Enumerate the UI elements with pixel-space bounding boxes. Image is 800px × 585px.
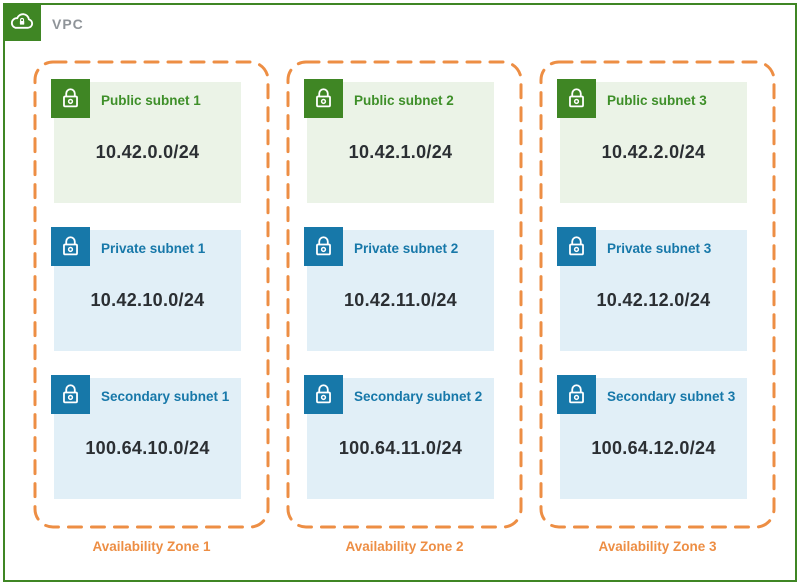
subnet-card-secondary-2: Secondary subnet 2 100.64.11.0/24	[304, 375, 494, 499]
subnet-cidr: 100.64.11.0/24	[338, 438, 463, 458]
subnet-title: Private subnet 2	[354, 241, 459, 256]
padlock-icon	[304, 227, 343, 266]
dashed-border	[33, 60, 270, 529]
subnet-cidr: 10.42.12.0/24	[596, 290, 711, 310]
padlock-icon	[51, 227, 90, 266]
subnet-card-public-1: Public subnet 1 10.42.0.0/24	[51, 79, 241, 203]
padlock-icon	[557, 375, 596, 414]
availability-zone-3-box: Public subnet 3 10.42.2.0/24 Private sub…	[539, 60, 776, 529]
padlock-icon	[304, 375, 343, 414]
subnet-card-private-1: Private subnet 1 10.42.10.0/24	[51, 227, 241, 351]
subnet-card-secondary-1: Secondary subnet 1 100.64.10.0/24	[51, 375, 241, 499]
availability-zone-1: Public subnet 1 10.42.0.0/24 Private sub…	[33, 60, 270, 554]
subnet-card-private-2: Private subnet 2 10.42.11.0/24	[304, 227, 494, 351]
subnet-card-public-2: Public subnet 2 10.42.1.0/24	[304, 79, 494, 203]
availability-zone-2-label: Availability Zone 2	[345, 539, 464, 554]
availability-zone-3-label: Availability Zone 3	[598, 539, 717, 554]
subnet-title: Secondary subnet 2	[354, 389, 483, 404]
vpc-cloud-lock-icon	[10, 13, 34, 29]
subnet-cidr: 10.42.11.0/24	[343, 290, 457, 310]
availability-zone-2: Public subnet 2 10.42.1.0/24 Private sub…	[286, 60, 523, 554]
padlock-icon	[557, 227, 596, 266]
padlock-icon	[304, 79, 343, 118]
subnet-title: Secondary subnet 3	[607, 389, 736, 404]
subnet-title: Private subnet 1	[101, 241, 206, 256]
padlock-icon	[557, 79, 596, 118]
subnet-cidr: 10.42.0.0/24	[95, 142, 200, 162]
vpc-icon	[3, 3, 41, 41]
subnet-title: Secondary subnet 1	[101, 389, 230, 404]
availability-zone-2-box: Public subnet 2 10.42.1.0/24 Private sub…	[286, 60, 523, 529]
subnet-title: Public subnet 2	[354, 93, 454, 108]
vpc-container: VPC Public subnet 1 10.42.0.0/24	[3, 3, 797, 582]
subnet-cidr: 100.64.10.0/24	[85, 438, 210, 458]
padlock-icon	[51, 79, 90, 118]
subnet-cidr: 10.42.1.0/24	[348, 142, 453, 162]
subnet-card-secondary-3: Secondary subnet 3 100.64.12.0/24	[557, 375, 747, 499]
availability-zone-1-box: Public subnet 1 10.42.0.0/24 Private sub…	[33, 60, 270, 529]
subnet-title: Public subnet 1	[101, 93, 201, 108]
dashed-border	[539, 60, 776, 529]
subnet-cidr: 10.42.2.0/24	[601, 142, 706, 162]
subnet-cidr: 100.64.12.0/24	[591, 438, 716, 458]
subnet-cidr: 10.42.10.0/24	[90, 290, 205, 310]
vpc-title: VPC	[52, 16, 84, 32]
dashed-border	[286, 60, 523, 529]
subnet-card-private-3: Private subnet 3 10.42.12.0/24	[557, 227, 747, 351]
subnet-title: Private subnet 3	[607, 241, 712, 256]
padlock-icon	[51, 375, 90, 414]
subnet-card-public-3: Public subnet 3 10.42.2.0/24	[557, 79, 747, 203]
availability-zone-1-label: Availability Zone 1	[92, 539, 211, 554]
availability-zone-3: Public subnet 3 10.42.2.0/24 Private sub…	[539, 60, 776, 554]
availability-zones-row: Public subnet 1 10.42.0.0/24 Private sub…	[33, 60, 776, 554]
subnet-title: Public subnet 3	[607, 93, 707, 108]
